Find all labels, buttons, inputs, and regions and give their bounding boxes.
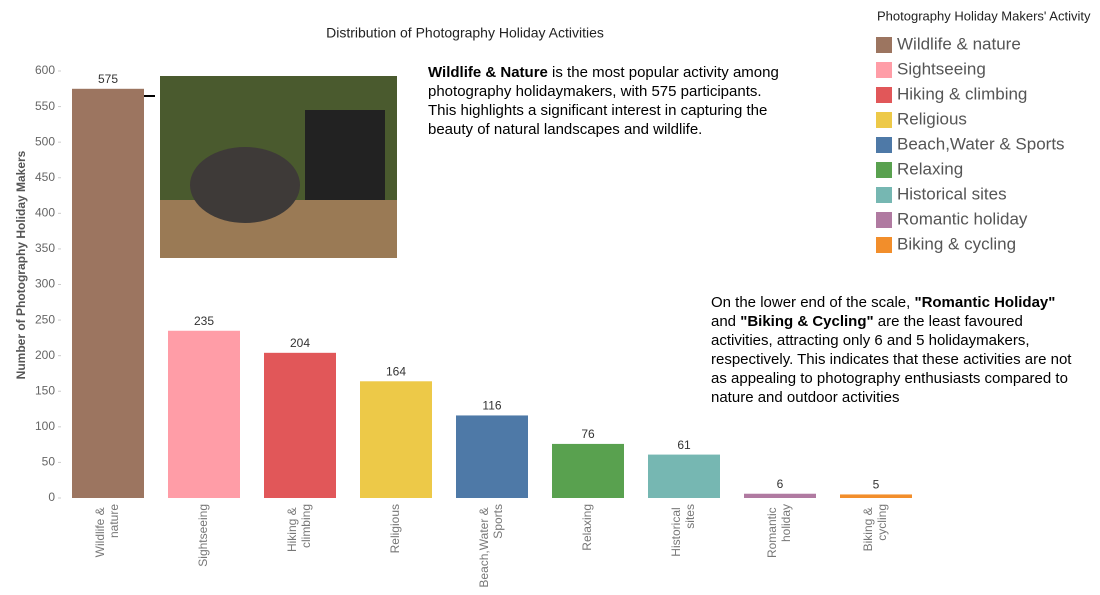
- chart-title: Distribution of Photography Holiday Acti…: [326, 25, 604, 41]
- x-tick-label: Sightseeing: [196, 504, 210, 567]
- legend-swatch: [876, 87, 892, 103]
- legend-swatch: [876, 187, 892, 203]
- bar: [648, 454, 720, 498]
- legend-label: Wildlife & nature: [897, 34, 1021, 53]
- y-axis-label: Number of Photography Holiday Makers: [14, 150, 28, 379]
- x-tick-label: Wildlife & nature: [93, 504, 121, 558]
- y-tick-label: 50: [42, 455, 56, 469]
- y-tick-label: 250: [35, 312, 55, 326]
- annotation: Wildlife & Nature is the most popular ac…: [428, 63, 783, 139]
- y-tick-label: 450: [35, 170, 55, 184]
- x-tick-label: Religious: [388, 504, 402, 553]
- y-tick-label: 350: [35, 241, 55, 255]
- bar: [744, 493, 816, 498]
- legend-label: Relaxing: [897, 159, 963, 178]
- bar: [168, 330, 240, 498]
- bar: [72, 88, 144, 499]
- annotation: On the lower end of the scale, "Romantic…: [711, 293, 1081, 407]
- y-tick-label: 150: [35, 383, 55, 397]
- data-label: 61: [677, 438, 691, 452]
- x-tick-label: Hiking & climbing: [285, 504, 313, 552]
- legend-label: Hiking & climbing: [897, 84, 1027, 103]
- y-tick-label: 0: [48, 490, 55, 504]
- legend-label: Romantic holiday: [897, 209, 1028, 228]
- y-tick-label: 600: [35, 63, 55, 77]
- legend-swatch: [876, 237, 892, 253]
- bar: [552, 443, 624, 498]
- legend-swatch: [876, 212, 892, 228]
- legend-label: Historical sites: [897, 184, 1007, 203]
- bar: [264, 352, 336, 498]
- data-label: 5: [873, 478, 880, 492]
- data-label: 164: [386, 364, 406, 378]
- photo: [160, 76, 397, 258]
- legend-label: Religious: [897, 109, 967, 128]
- annotation-text: On the lower end of the scale,: [711, 294, 915, 311]
- x-tick-label: Biking & cycling: [861, 504, 889, 551]
- y-tick-label: 200: [35, 348, 55, 362]
- x-tick-label: Historical sites: [669, 504, 697, 557]
- annotation-text: are the least favoured activities, attra…: [711, 313, 1072, 406]
- legend-title: Photography Holiday Makers' Activity: [877, 8, 1091, 23]
- bar: [360, 381, 432, 498]
- x-tick-label: Beach,Water & Sports: [477, 504, 505, 588]
- y-tick-label: 300: [35, 277, 55, 291]
- data-label: 76: [581, 427, 595, 441]
- legend-swatch: [876, 137, 892, 153]
- annotation-text: "Biking & Cycling": [740, 313, 874, 330]
- legend-swatch: [876, 162, 892, 178]
- y-tick-label: 100: [35, 419, 55, 433]
- annotation-text: Wildlife & Nature: [428, 64, 548, 81]
- bar: [456, 415, 528, 498]
- legend-label: Sightseeing: [897, 59, 986, 78]
- x-tick-label: Romantic holiday: [765, 504, 793, 558]
- data-label: 204: [290, 336, 310, 350]
- legend-label: Beach,Water & Sports: [897, 134, 1065, 153]
- legend-swatch: [876, 112, 892, 128]
- photo-vehicle: [305, 110, 385, 200]
- bar: [840, 494, 912, 498]
- annotation-text: is the most popular activity among photo…: [428, 64, 779, 138]
- y-tick-label: 550: [35, 99, 55, 113]
- annotation-text: and: [711, 313, 741, 330]
- data-label: 6: [777, 477, 784, 491]
- y-tick-label: 400: [35, 206, 55, 220]
- legend-swatch: [876, 37, 892, 53]
- data-label: 235: [194, 314, 214, 328]
- data-label: 116: [482, 399, 501, 413]
- y-tick-label: 500: [35, 134, 55, 148]
- data-label: 575: [98, 72, 118, 86]
- legend-label: Biking & cycling: [897, 234, 1016, 253]
- annotation-text: "Romantic Holiday": [914, 294, 1056, 311]
- photo-elephant: [190, 147, 300, 223]
- x-tick-label: Relaxing: [580, 504, 594, 551]
- legend-swatch: [876, 62, 892, 78]
